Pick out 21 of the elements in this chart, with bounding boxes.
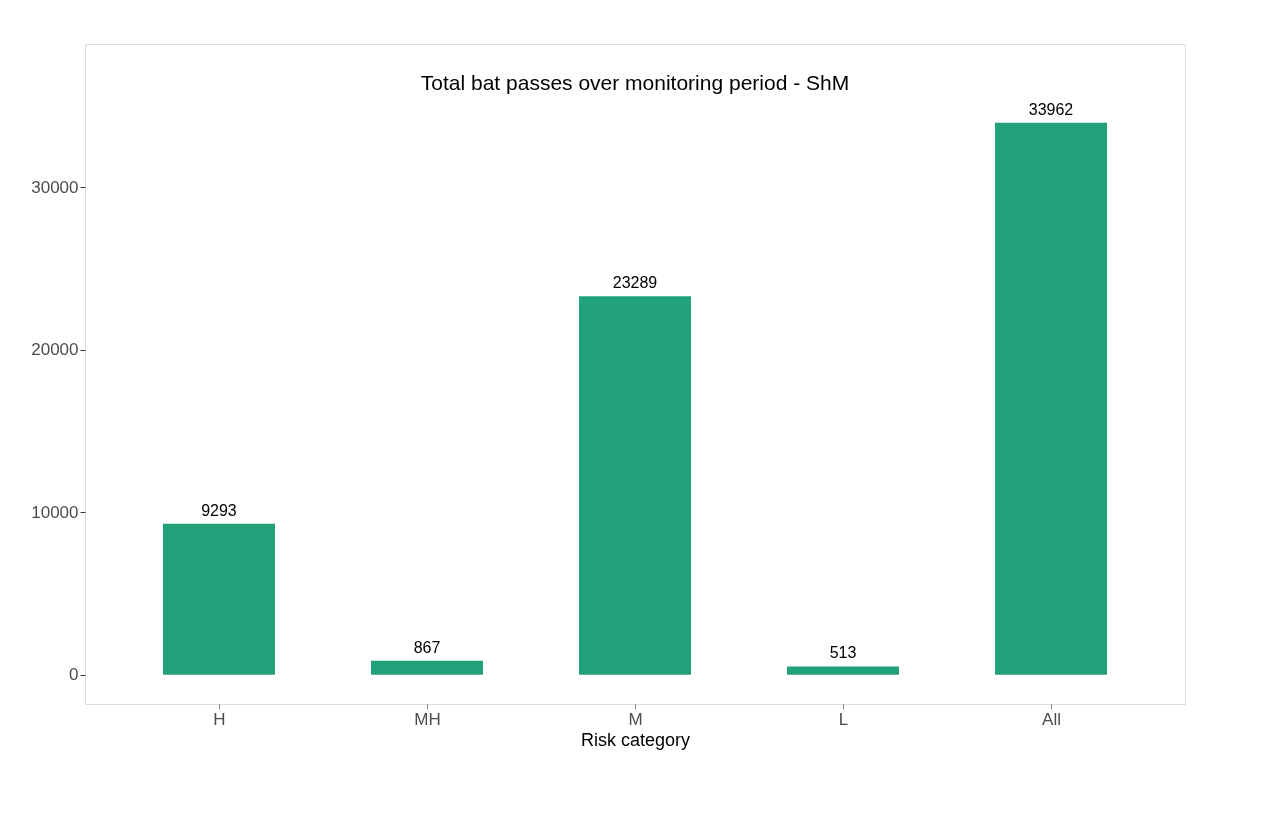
data-label: 23289: [612, 274, 658, 292]
x-tick-label: H: [213, 709, 226, 729]
bar: [579, 296, 691, 675]
y-tick-label: 10000: [31, 502, 79, 522]
y-tick-label: 20000: [31, 340, 79, 360]
bar: [162, 523, 275, 675]
y-tick-label: 30000: [31, 177, 79, 197]
bar: [370, 660, 483, 675]
y-tick-label: 0: [69, 665, 79, 685]
bar: [995, 122, 1108, 675]
data-label: 513: [829, 644, 857, 662]
text: Total bat passes over monitoring period - ShM: [420, 71, 850, 94]
x-tick-label: M: [628, 709, 643, 729]
data-label: 9293: [201, 501, 237, 519]
x-tick-label: MH: [414, 709, 441, 729]
data-label: 867: [413, 638, 441, 656]
data-label: 33962: [1028, 100, 1074, 118]
x-axis-title: Risk category: [580, 729, 691, 750]
x-tick-label: All: [1042, 709, 1061, 729]
x-tick-label: L: [838, 709, 849, 729]
bar: [787, 666, 900, 675]
